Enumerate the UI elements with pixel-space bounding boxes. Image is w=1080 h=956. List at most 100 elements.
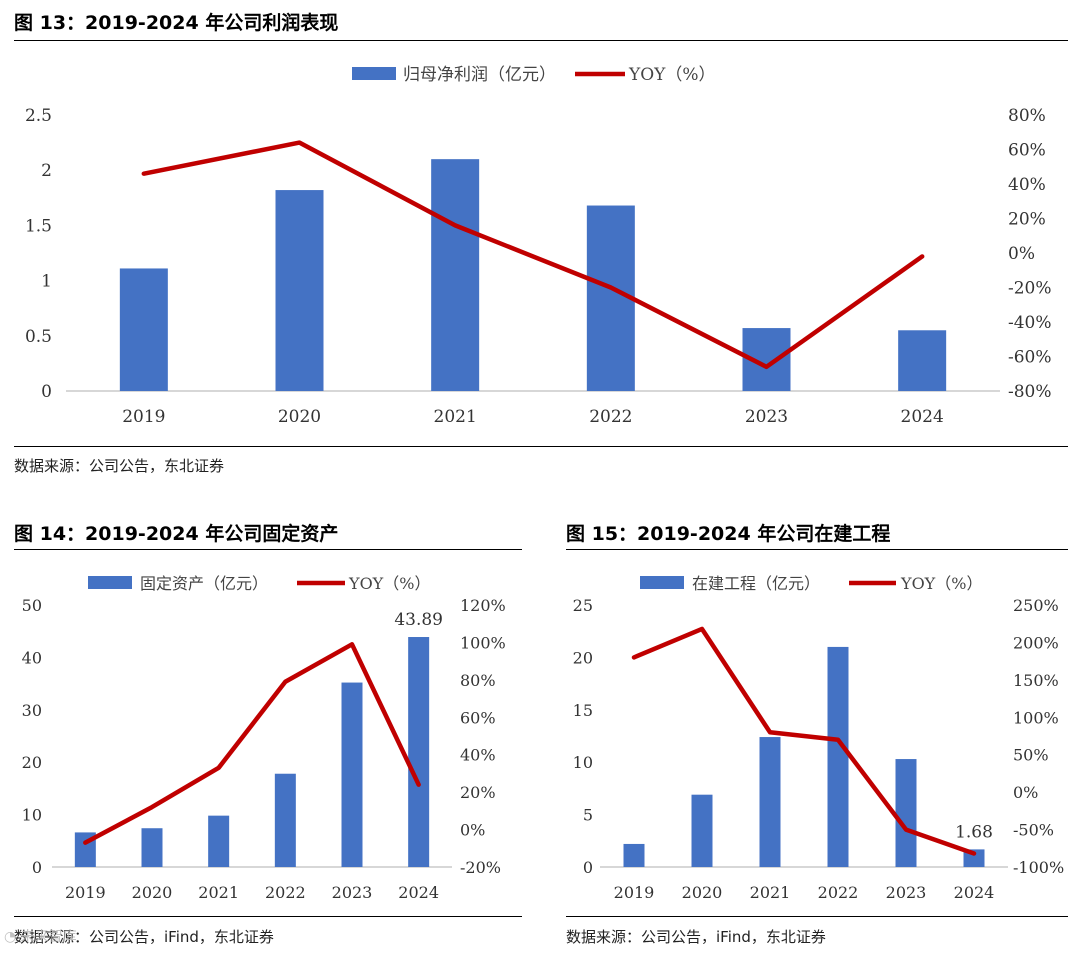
figure-13-bottom-rule [14, 446, 1068, 447]
category-label: 2024 [398, 883, 439, 902]
right-axis-tick-label: 100% [460, 633, 506, 652]
yoy-line [631, 626, 977, 856]
right-axis-tick-label: 60% [1008, 141, 1046, 161]
category-label: 2022 [818, 883, 859, 902]
right-axis-tick-label: -20% [460, 858, 501, 877]
fixed-assets-chart: 0 10 20 30 40 50 -20% 0% 20% 40% 60% 80% 100% 120% 201… [22, 574, 506, 902]
right-axis-tick-label: 20% [1008, 210, 1046, 230]
bar-2021 [431, 159, 480, 391]
right-axis-tick-label: -100% [1013, 858, 1064, 877]
right-axis-tick-label: 80% [1008, 106, 1046, 126]
category-label: 2023 [886, 883, 927, 902]
data-label: 1.68 [955, 822, 993, 842]
legend-bar-swatch [88, 576, 132, 589]
left-axis-tick-label: 30 [22, 701, 42, 720]
figure-14-top-rule [14, 549, 522, 550]
left-axis-tick-label: 5 [583, 806, 593, 825]
yoy-line [141, 140, 925, 370]
right-axis-tick-label: 50% [1013, 746, 1049, 765]
right-axis-tick-label: 0% [1013, 783, 1038, 802]
construction-in-progress-chart: 0 5 10 15 20 25 -100% -50% 0% 50% 100% 150% 200% 250%… [573, 574, 1065, 902]
right-axis-tick-label: 250% [1013, 596, 1059, 615]
right-axis-tick-label: 0% [460, 821, 485, 840]
legend-bar-swatch [640, 576, 684, 589]
category-label: 2019 [614, 883, 655, 902]
category-label: 2023 [745, 407, 788, 427]
category-label: 2020 [682, 883, 723, 902]
left-axis-tick-label: 2 [41, 161, 52, 181]
figure-15-title: 图 15：2019-2024 年公司在建工程 [566, 523, 891, 545]
bar-2024 [898, 330, 947, 391]
figure-15-bottom-rule [566, 916, 1068, 917]
bar-2019 [119, 268, 168, 391]
left-axis-tick-label: 20 [573, 648, 593, 667]
category-label: 2019 [122, 407, 165, 427]
bar-2021 [208, 815, 230, 867]
category-label: 2019 [65, 883, 106, 902]
left-axis-tick-label: 1.5 [25, 216, 52, 236]
watermark-logo: ◔ 未来智库 [4, 929, 77, 945]
right-axis-tick-label: -50% [1013, 821, 1054, 840]
right-axis-tick-label: 120% [460, 596, 506, 615]
category-label: 2024 [901, 407, 944, 427]
left-axis-tick-label: 25 [573, 596, 593, 615]
figure-13-title: 图 13：2019-2024 年公司利润表现 [14, 12, 339, 34]
bar-2023 [895, 759, 917, 867]
left-axis-tick-label: 15 [573, 701, 593, 720]
figure-14-source: 数据来源：公司公告，iFind，东北证券 [14, 928, 274, 946]
bar-2022 [827, 646, 849, 867]
right-axis-tick-label: 20% [460, 783, 496, 802]
bar-2021 [759, 737, 781, 867]
left-axis-tick-label: 10 [22, 806, 42, 825]
right-axis-tick-label: 100% [1013, 708, 1059, 727]
left-axis-tick-label: 1 [41, 272, 52, 292]
right-axis-tick-label: -40% [1008, 313, 1052, 333]
left-axis-tick-label: 0 [41, 382, 52, 402]
right-axis-tick-label: 0% [1008, 244, 1035, 264]
left-axis-tick-label: 20 [22, 753, 42, 772]
bar-2020 [141, 828, 163, 867]
bar-2020 [275, 190, 324, 391]
category-label: 2021 [750, 883, 791, 902]
right-axis-tick-label: 60% [460, 708, 496, 727]
left-axis-tick-label: 0.5 [25, 327, 52, 347]
bar-2019 [623, 843, 645, 867]
category-label: 2020 [278, 407, 321, 427]
figure-15-top-rule [566, 549, 1068, 550]
bar-2022 [586, 205, 635, 391]
right-axis-tick-label: -80% [1008, 382, 1052, 402]
legend-bar-label: 在建工程（亿元） [692, 574, 820, 593]
right-axis-tick-label: 200% [1013, 633, 1059, 652]
category-label: 2024 [954, 883, 995, 902]
figure-13-top-rule [14, 40, 1068, 41]
legend-bar-swatch [352, 67, 396, 80]
legend-line-label: YOY（%） [628, 65, 716, 85]
right-axis-tick-label: 80% [460, 671, 496, 690]
right-axis-tick-label: 40% [460, 746, 496, 765]
left-axis-tick-label: 50 [22, 596, 42, 615]
figure-14-bottom-rule [14, 916, 522, 917]
bar-2023 [341, 682, 363, 867]
legend-bar-label: 归母净利润（亿元） [403, 65, 556, 85]
legend-line-label: YOY（%） [348, 574, 430, 593]
right-axis-tick-label: 150% [1013, 671, 1059, 690]
category-label: 2022 [589, 407, 632, 427]
data-label: 43.89 [394, 610, 443, 630]
figure-15-source: 数据来源：公司公告，iFind，东北证券 [566, 928, 826, 946]
right-axis-tick-label: 40% [1008, 175, 1046, 195]
category-label: 2021 [198, 883, 239, 902]
profit-chart: 0 0.5 1 1.5 2 2.5 -80% -60% -40% -20% 0% 20% 40% 60% 8… [25, 65, 1052, 427]
category-label: 2023 [332, 883, 373, 902]
right-axis-tick-label: -20% [1008, 279, 1052, 299]
left-axis-tick-label: 10 [573, 753, 593, 772]
category-label: 2022 [265, 883, 306, 902]
right-axis-tick-label: -60% [1008, 348, 1052, 368]
figure-13-source: 数据来源：公司公告，东北证券 [14, 457, 225, 475]
left-axis-tick-label: 0 [32, 858, 42, 877]
bar-2024 [408, 637, 430, 867]
bar-2022 [274, 773, 296, 867]
legend-bar-label: 固定资产（亿元） [140, 574, 268, 593]
left-axis-tick-label: 40 [22, 648, 42, 667]
category-label: 2020 [132, 883, 173, 902]
bar-2020 [691, 794, 713, 867]
